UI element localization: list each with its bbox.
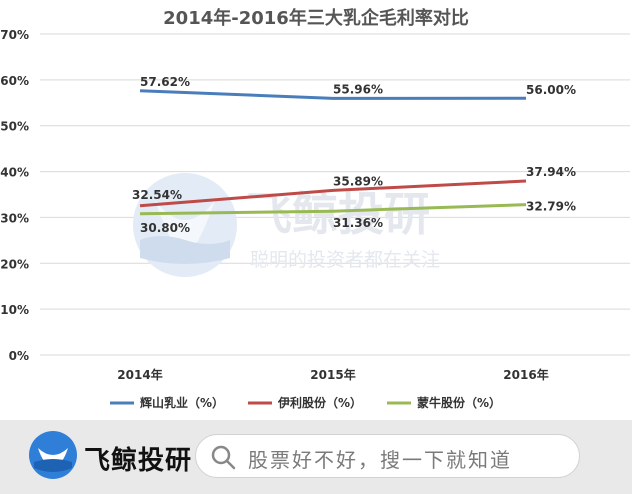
data-label: 32.79% — [526, 200, 576, 214]
legend-label: 辉山乳业（%） — [140, 395, 224, 410]
x-tick-label: 2016年 — [503, 367, 548, 382]
footer-bar: 飞鲸投研 股票好不好，搜一下就知道 — [0, 420, 632, 494]
brand-name: 飞鲸投研 — [84, 446, 193, 476]
y-tick-label: 10% — [0, 303, 29, 317]
data-label: 35.89% — [333, 174, 383, 188]
legend-label: 蒙牛股份（%） — [417, 395, 501, 410]
watermark-logo-tail — [155, 200, 215, 258]
y-tick-label: 70% — [0, 28, 29, 42]
data-label: 37.94% — [526, 165, 576, 179]
y-tick-label: 40% — [0, 166, 29, 180]
watermark-slogan: 聪明的投资者都在关注 — [250, 249, 440, 271]
chart-title: 2014年-2016年三大乳企毛利率对比 — [163, 7, 469, 29]
series-line — [139, 89, 527, 100]
chart: 飞鲸投研 聪明的投资者都在关注 2014年-2016年三大乳企毛利率对比 0%1… — [0, 7, 630, 410]
x-tick-label: 2015年 — [310, 367, 355, 382]
x-tick-label: 2014年 — [117, 367, 162, 382]
watermark-logo-wave — [140, 236, 230, 264]
data-label: 55.96% — [333, 82, 383, 96]
x-axis-ticks: 2014年 2015年 2016年 — [117, 367, 548, 382]
whale-logo-icon — [29, 431, 77, 479]
data-label: 56.00% — [526, 83, 576, 97]
series-lines — [139, 89, 527, 216]
legend: 辉山乳业（%） 伊利股份（%） 蒙牛股份（%） — [110, 395, 501, 410]
data-label: 32.54% — [132, 188, 182, 202]
data-labels: 57.62% 55.96% 56.00% 32.54% 35.89% 37.94% 30.8… — [132, 75, 576, 235]
y-tick-label: 50% — [0, 120, 29, 134]
search-icon — [211, 445, 236, 470]
search-box[interactable]: 股票好不好，搜一下就知道 — [195, 434, 580, 478]
y-tick-label: 60% — [0, 74, 29, 88]
search-placeholder: 股票好不好，搜一下就知道 — [248, 448, 512, 472]
y-tick-label: 30% — [0, 211, 29, 225]
y-axis-ticks: 0% 10% 20% 30% 40% 50% 60% 70% — [0, 28, 29, 363]
y-tick-label: 0% — [9, 349, 29, 363]
legend-label: 伊利股份（%） — [277, 395, 362, 410]
data-label: 31.36% — [333, 216, 383, 230]
y-tick-label: 20% — [0, 257, 29, 271]
series-line — [139, 179, 527, 208]
data-label: 30.80% — [140, 221, 190, 235]
series-line — [139, 203, 527, 216]
data-label: 57.62% — [140, 75, 190, 89]
